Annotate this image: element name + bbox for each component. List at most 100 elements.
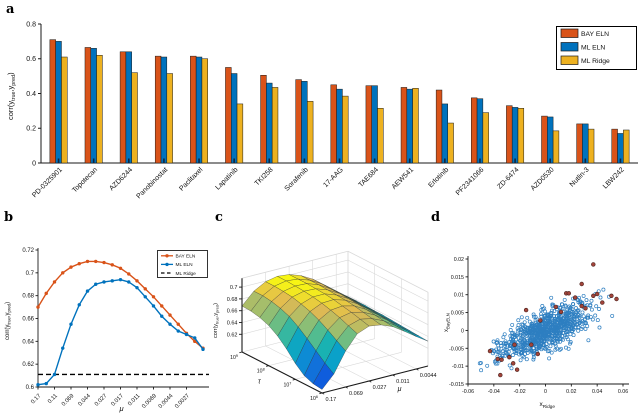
a-legend-label: ML ELN bbox=[581, 45, 605, 52]
b-xtick-label: 0.0044 bbox=[158, 393, 175, 410]
a-xtick-label: LBW242 bbox=[602, 166, 626, 190]
a-bar-ml-eln bbox=[511, 107, 519, 164]
b-xlabel: μ bbox=[118, 404, 123, 413]
a-bar-base-tick bbox=[198, 158, 200, 163]
a-bar-ml-ridge bbox=[447, 122, 454, 164]
c-mu-tick-label: 0.011 bbox=[396, 379, 409, 385]
a-ytick-label: 0.8 bbox=[26, 21, 36, 28]
a-xtick-label: Panobinostat bbox=[135, 166, 169, 200]
d-ytick-label: 0.02 bbox=[454, 257, 464, 263]
a-bar-base-tick bbox=[92, 158, 95, 163]
line-chart-mu-sweep: 0.60.620.640.660.680.70.720.17 0.11 0.069 0… bbox=[5, 248, 209, 413]
a-legend-swatch-1 bbox=[560, 28, 579, 38]
c-tau-tick-label: 107 bbox=[283, 381, 291, 388]
b-ytick-label: 0.66 bbox=[22, 317, 34, 323]
a-bar-ml-ridge bbox=[131, 72, 138, 164]
a-legend-label: ML Ridge bbox=[581, 58, 610, 65]
b-ytick-label: 0.64 bbox=[22, 339, 34, 345]
a-xtick-label: TAE684 bbox=[358, 166, 381, 189]
a-bar-ml-eln bbox=[371, 85, 378, 164]
b-ytick-label: 0.68 bbox=[22, 294, 34, 300]
a-bar-base-tick bbox=[584, 158, 587, 163]
b-ytick-label: 0.7 bbox=[26, 271, 35, 277]
a-bar-ml-ridge bbox=[201, 58, 208, 164]
a-bar-bay-eln bbox=[330, 84, 337, 164]
b-xtick-label: 0.027 bbox=[94, 393, 109, 408]
a-bar-ml-eln bbox=[406, 88, 413, 164]
d-ytick-label: 0.01 bbox=[454, 293, 464, 299]
a-bar-ml-eln bbox=[160, 56, 168, 164]
a-legend-label: BAY ELN bbox=[581, 31, 609, 38]
a-bar-bay-eln bbox=[576, 123, 583, 164]
b-line-ml-eln bbox=[36, 277, 205, 387]
a-bar-ml-eln bbox=[301, 81, 308, 164]
b-xtick-label: 0.0069 bbox=[141, 393, 158, 410]
a-bar-ml-ridge bbox=[61, 56, 68, 164]
c-tau-label: τ bbox=[258, 378, 261, 385]
b-ylabel: corr(ytrue,ypred) bbox=[5, 302, 12, 340]
a-bar-base-tick bbox=[163, 158, 165, 163]
a-bar-ml-ridge bbox=[307, 101, 314, 164]
a-bar-ml-ridge bbox=[482, 112, 489, 164]
a-bar-bay-eln bbox=[541, 115, 548, 164]
c-ztick-label: 0.66 bbox=[227, 309, 238, 315]
a-bar-base-tick bbox=[619, 158, 622, 163]
b-ytick-label: 0.6 bbox=[26, 385, 35, 391]
d-xlabel: xRidge bbox=[540, 401, 556, 409]
a-xtick-label: AEW541 bbox=[391, 166, 416, 191]
a-bar-base-tick bbox=[338, 158, 341, 163]
a-bar-base-tick bbox=[479, 158, 481, 163]
a-bar-bay-eln bbox=[400, 87, 408, 164]
a-xtick-label: Topotecan bbox=[71, 166, 99, 194]
d-ytick-label: -0.015 bbox=[449, 382, 464, 388]
a-bar-ml-ridge bbox=[412, 88, 419, 164]
panel-a-letter: a bbox=[6, 2, 15, 17]
a-xtick-label: 17-AAG bbox=[322, 166, 345, 189]
a-ytick-label: 0.2 bbox=[26, 126, 36, 133]
a-bar-bay-eln bbox=[119, 51, 127, 164]
a-xtick-label: Nutlin-3 bbox=[569, 166, 591, 188]
a-legend-swatch-3 bbox=[560, 55, 579, 65]
a-bar-bay-eln bbox=[260, 75, 267, 164]
a-bar-bay-eln bbox=[611, 128, 618, 164]
c-mu-label: μ bbox=[397, 386, 402, 393]
a-bar-ml-eln bbox=[195, 56, 203, 164]
a-bar-base-tick bbox=[514, 158, 516, 163]
b-xtick-label: 0.0027 bbox=[174, 393, 191, 410]
a-xtick-label: AZD0530 bbox=[530, 166, 556, 192]
panel-d-letter: d bbox=[431, 210, 441, 225]
a-bar-base-tick bbox=[373, 158, 376, 163]
a-bars bbox=[49, 39, 630, 164]
c-mu-tick-label: 0.0044 bbox=[420, 373, 437, 379]
c-mu-tick-label: 0.17 bbox=[326, 397, 337, 403]
b-ytick-label: 0.62 bbox=[22, 362, 34, 368]
d-xtick-label: 0 bbox=[544, 389, 547, 395]
a-bar-ml-ridge bbox=[623, 129, 630, 164]
a-bar-bay-eln bbox=[471, 97, 478, 164]
a-bar-ml-eln bbox=[547, 116, 554, 164]
c-tau-tick-label: 109 bbox=[230, 354, 238, 361]
surface-plot-mu-tau: 0.17 0.069 0.027 0.011 0.0044 106 107 108 109 0.6… bbox=[213, 250, 437, 403]
a-bar-ml-eln bbox=[336, 88, 343, 164]
a-bar-ml-ridge bbox=[236, 103, 244, 164]
d-blue-points bbox=[477, 287, 615, 373]
a-ytick-label: 0.6 bbox=[26, 56, 36, 63]
d-ytick-label: 0.005 bbox=[451, 311, 464, 317]
a-xtick-label: Lapatinib bbox=[215, 166, 240, 191]
d-xtick-label: 0.02 bbox=[566, 389, 576, 395]
d-ytick-label: -0.01 bbox=[452, 364, 464, 370]
a-bar-base-tick bbox=[127, 158, 130, 163]
d-ytick-label: 0.015 bbox=[451, 275, 464, 281]
a-xtick-label: Sorafenib bbox=[284, 166, 310, 192]
a-bar-bay-eln bbox=[365, 85, 372, 164]
a-bar-ml-ridge bbox=[271, 87, 279, 164]
b-xtick-label: 0.17 bbox=[30, 393, 42, 405]
a-ylabel: corr(ytrue,ypred) bbox=[6, 72, 17, 120]
a-bar-bay-eln bbox=[506, 105, 513, 164]
a-bar-bay-eln bbox=[49, 39, 56, 164]
a-plot-area: 00.20.40.60.8PD-0325901 Topotecan AZD6244 P… bbox=[26, 21, 638, 200]
a-bar-ml-ridge bbox=[377, 108, 384, 164]
c-mu-tick-label: 0.069 bbox=[349, 391, 363, 397]
b-ytick-label: 0.72 bbox=[22, 248, 34, 254]
